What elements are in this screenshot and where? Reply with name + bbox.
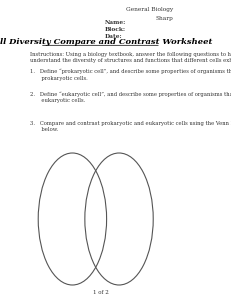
Text: 1 of 2: 1 of 2: [92, 290, 108, 295]
Text: Block:: Block:: [105, 27, 126, 32]
Text: Instructions: Using a biology textbook, answer the following questions to help y: Instructions: Using a biology textbook, …: [30, 52, 231, 63]
Text: 3.   Compare and contrast prokaryotic and eukaryotic cells using the Venn Diagra: 3. Compare and contrast prokaryotic and …: [30, 121, 231, 132]
Text: Name:: Name:: [105, 20, 126, 25]
Text: 2.   Define “eukaryotic cell”, and describe some properties of organisms that ha: 2. Define “eukaryotic cell”, and describ…: [30, 92, 231, 104]
Text: Cell Diversity Compare and Contrast Worksheet: Cell Diversity Compare and Contrast Work…: [0, 38, 213, 46]
Text: Sharp: Sharp: [156, 16, 173, 21]
Text: 1.   Define “prokaryotic cell”, and describe some properties of organisms that h: 1. Define “prokaryotic cell”, and descri…: [30, 69, 231, 81]
Text: General Biology: General Biology: [126, 8, 173, 13]
Text: Date:: Date:: [105, 34, 123, 40]
